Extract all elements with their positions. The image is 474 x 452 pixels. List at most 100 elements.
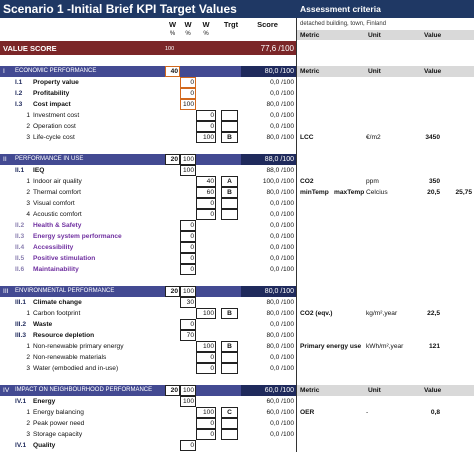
item-code: II.3 [15, 233, 25, 240]
section-score-cell [241, 385, 296, 396]
subitem-weight: 100 [202, 343, 214, 350]
item-code: II.2 [15, 222, 25, 229]
criteria-value: 121 [428, 343, 440, 350]
target-box [221, 418, 238, 429]
item-weight: 0 [190, 442, 194, 449]
value-score-weight: 100 [165, 45, 175, 52]
section-weight-sub-box [180, 385, 196, 396]
item-name: Resource depletion [33, 332, 95, 339]
target-box [221, 429, 238, 440]
section-weight: 20 [170, 156, 178, 163]
item-name: IEQ [33, 167, 45, 174]
subitem-number: 1 [26, 409, 30, 416]
section-code: III [3, 288, 9, 295]
item-score: 0,0 /100 [270, 233, 294, 240]
section-name: IMPACT ON NEIGHBOURHOOD PERFORMANCE [15, 387, 153, 393]
section-name: PERFORMANCE IN USE [15, 156, 84, 162]
criteria-header-bg [297, 66, 474, 77]
subitem-name: Acoustic comfort [33, 211, 82, 218]
item-score: 0,0 /100 [270, 266, 294, 273]
subitem-weight: 0 [210, 112, 214, 119]
item-weight-box [180, 440, 196, 451]
subitem-weight-box [196, 418, 216, 429]
item-weight: 0 [190, 244, 194, 251]
item-weight: 100 [182, 398, 194, 405]
item-weight-box [180, 319, 196, 330]
criteria-unit: kWh/m²,year [366, 343, 404, 350]
criteria-metric: CO2 [300, 178, 314, 185]
target-box [221, 209, 238, 220]
section-weight-box [165, 154, 180, 165]
subitem-weight-box [196, 198, 216, 209]
subitem-weight-box [196, 363, 216, 374]
weight-unit: % [203, 31, 209, 37]
criteria-header-bg [297, 30, 474, 40]
target-box [221, 341, 238, 352]
item-score: 80,0 /100 [266, 101, 295, 108]
item-weight: 30 [186, 299, 194, 306]
subitem-weight-box [196, 132, 216, 143]
subitem-weight-box [196, 121, 216, 132]
subitem-weight: 0 [210, 211, 214, 218]
target-box [221, 121, 238, 132]
criteria-title: Assessment criteria [300, 4, 381, 14]
section-score-cell [241, 66, 296, 77]
weight-unit: % [185, 31, 191, 37]
subitem-weight: 0 [210, 431, 214, 438]
section-score: 80,0 /100 [264, 288, 294, 295]
subitem-score: 0,0 /100 [270, 112, 294, 119]
target-box [221, 198, 238, 209]
target-box [221, 407, 238, 418]
subitem-number: 1 [26, 310, 30, 317]
item-code: II.4 [15, 244, 25, 251]
value-score-label: VALUE SCORE [3, 43, 57, 53]
section-weight: 20 [170, 387, 178, 394]
page-title: Scenario 1 -Initial Brief KPI Target Val… [3, 2, 237, 16]
item-weight-box [180, 220, 196, 231]
subitem-number: 1 [26, 178, 30, 185]
subitem-name: Energy balancing [33, 409, 84, 416]
criteria-value: 0,8 [430, 409, 440, 416]
item-code: II.5 [15, 255, 25, 262]
section-bar [0, 385, 241, 396]
item-weight-box [180, 88, 196, 99]
item-weight-box [180, 264, 196, 275]
section-weight-box [165, 286, 180, 297]
item-weight-box [180, 330, 196, 341]
subitem-target: C [227, 409, 232, 416]
section-weight-sub-box [180, 154, 196, 165]
subitem-number: 1 [26, 112, 30, 119]
subitem-name: Non-renewable primary energy [33, 343, 124, 350]
subitem-score: 80,0 /100 [266, 343, 295, 350]
target-box [221, 176, 238, 187]
criteria-value: 20,5 [427, 189, 440, 196]
subitem-weight: 0 [210, 365, 214, 372]
subitem-number: 3 [26, 200, 30, 207]
criteria-unit-header: Unit [368, 387, 381, 394]
subitem-weight-box [196, 187, 216, 198]
item-weight-box [180, 253, 196, 264]
item-code: III.1 [15, 299, 26, 306]
item-score: 60,0 /100 [266, 398, 295, 405]
item-score: 0,0 /100 [270, 222, 294, 229]
criteria-metric: minTemp [300, 189, 329, 196]
subitem-weight-box [196, 429, 216, 440]
criteria-unit: - [366, 409, 369, 416]
target-box [221, 308, 238, 319]
subitem-weight-box [196, 352, 216, 363]
item-code: IV.1 [15, 398, 27, 405]
criteria-context: detached building, town, Finland [300, 21, 387, 27]
subitem-name: Carbon footprint [33, 310, 81, 317]
subitem-weight-box [196, 308, 216, 319]
item-code: IV.1 [15, 442, 27, 449]
subitem-score: 80,0 /100 [266, 189, 295, 196]
subitem-name: Non-renewable materials [33, 354, 107, 361]
target-box [221, 187, 238, 198]
criteria-value-header: Value [424, 31, 442, 39]
item-score: 88,0 /100 [266, 167, 295, 174]
criteria-unit: €/m2 [366, 134, 381, 141]
section-score: 88,0 /100 [264, 156, 294, 163]
section-weight-box [165, 66, 180, 77]
section-bar [0, 286, 241, 297]
item-weight: 0 [190, 266, 194, 273]
